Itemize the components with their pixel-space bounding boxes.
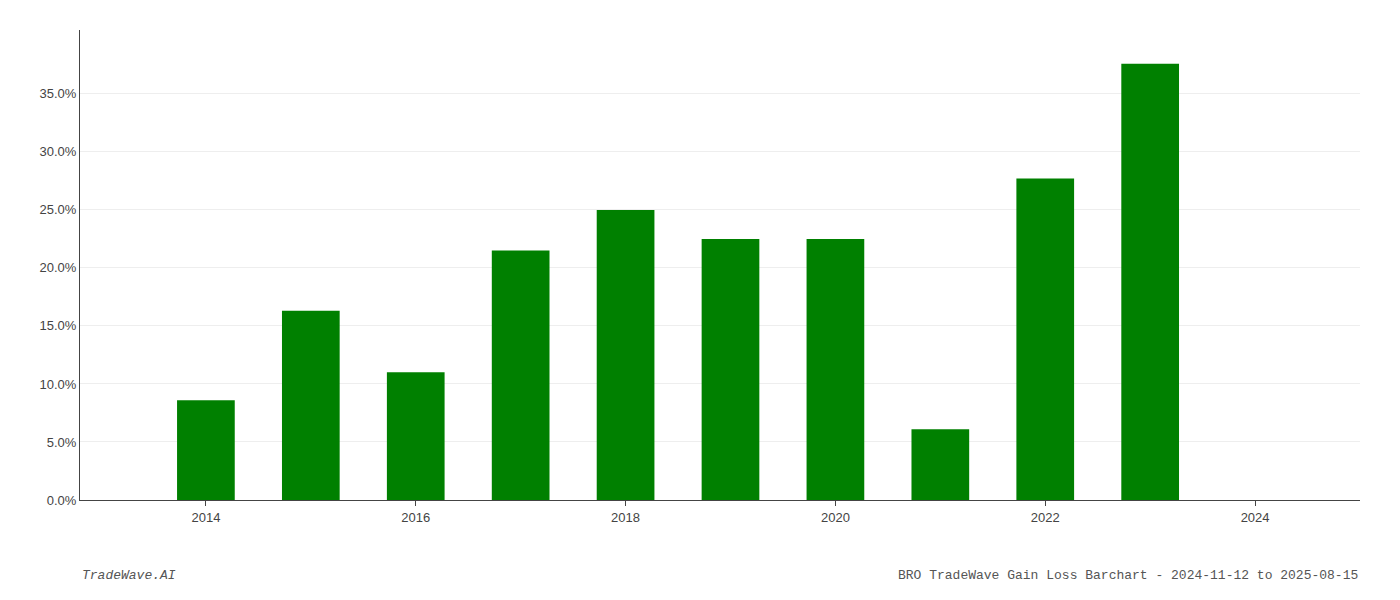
svg-text:25.0%: 25.0% <box>40 202 77 217</box>
svg-text:35.0%: 35.0% <box>40 86 77 101</box>
svg-text:0.0%: 0.0% <box>47 493 77 508</box>
svg-text:2022: 2022 <box>1031 510 1060 525</box>
svg-text:2018: 2018 <box>611 510 640 525</box>
svg-text:BRO TradeWave Gain Loss Barcha: BRO TradeWave Gain Loss Barchart - 2024-… <box>898 568 1358 583</box>
svg-text:2016: 2016 <box>401 510 430 525</box>
svg-text:20.0%: 20.0% <box>40 260 77 275</box>
svg-text:30.0%: 30.0% <box>40 144 77 159</box>
svg-text:2024: 2024 <box>1241 510 1270 525</box>
svg-text:10.0%: 10.0% <box>40 377 77 392</box>
svg-text:2014: 2014 <box>191 510 220 525</box>
svg-text:5.0%: 5.0% <box>47 435 77 450</box>
svg-text:15.0%: 15.0% <box>40 318 77 333</box>
svg-text:TradeWave.AI: TradeWave.AI <box>82 568 176 583</box>
svg-text:2020: 2020 <box>821 510 850 525</box>
